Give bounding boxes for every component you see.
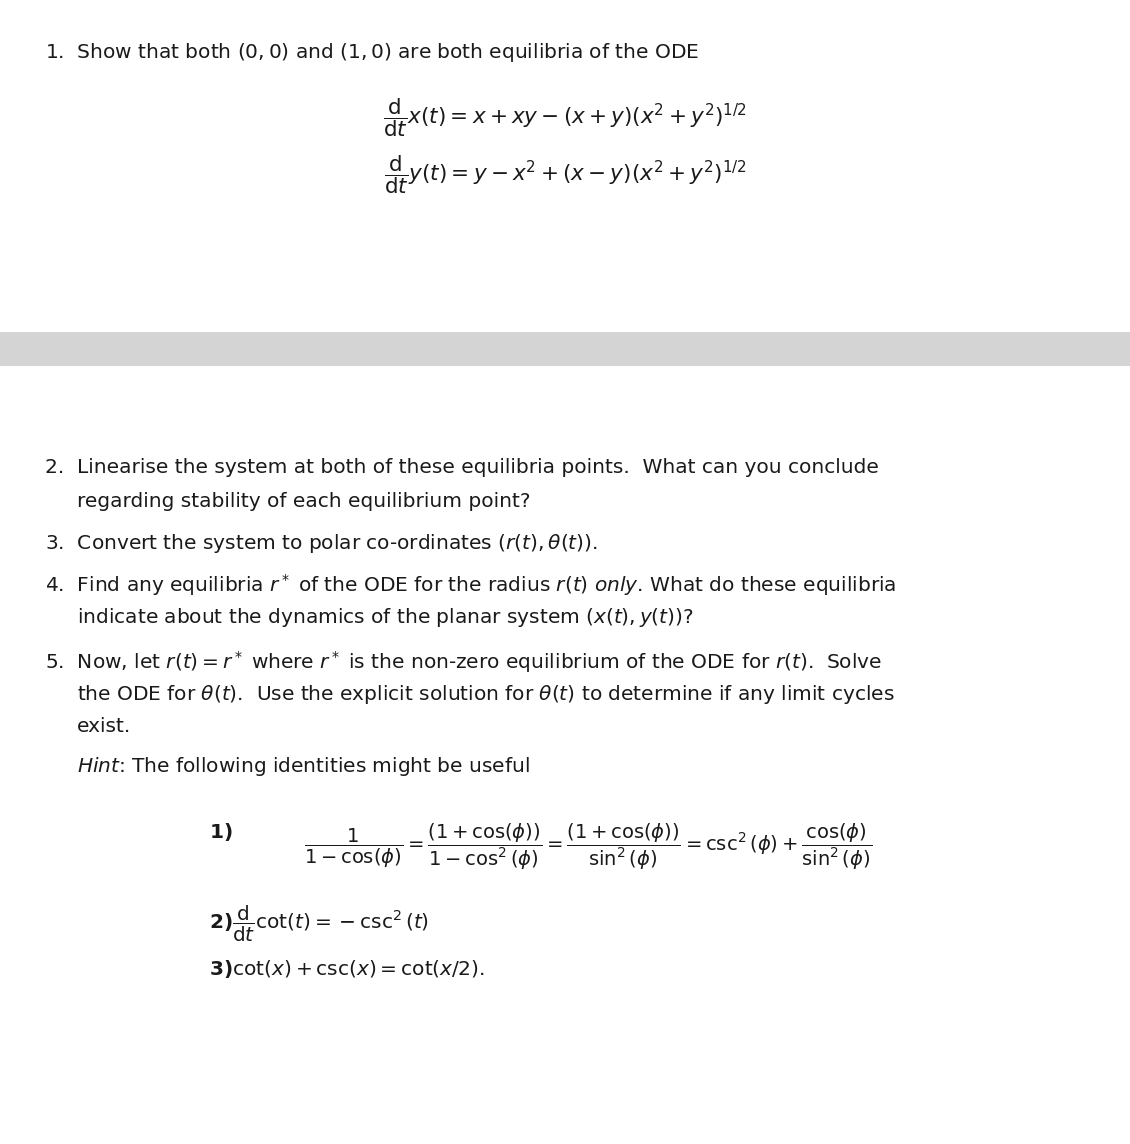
Text: the ODE for $\theta(t)$.  Use the explicit solution for $\theta(t)$ to determine: the ODE for $\theta(t)$. Use the explici… — [77, 683, 895, 706]
Text: $\dfrac{\mathrm{d}}{\mathrm{d}t}x(t) = x + xy - (x+y)(x^2+y^2)^{1/2}$: $\dfrac{\mathrm{d}}{\mathrm{d}t}x(t) = x… — [383, 96, 747, 138]
Text: $\dfrac{1}{1-\cos(\phi)} = \dfrac{(1+\cos(\phi))}{1-\cos^2(\phi)} = \dfrac{(1+\c: $\dfrac{1}{1-\cos(\phi)} = \dfrac{(1+\co… — [304, 821, 871, 872]
Text: regarding stability of each equilibrium point?: regarding stability of each equilibrium … — [77, 492, 530, 511]
Text: 3.  Convert the system to polar co-ordinates $(r(t), \theta(t))$.: 3. Convert the system to polar co-ordina… — [45, 532, 598, 555]
Text: 2.  Linearise the system at both of these equilibria points.  What can you concl: 2. Linearise the system at both of these… — [45, 458, 879, 477]
Text: 4.  Find any equilibria $r^*$ of the ODE for the radius $r(t)$ $\mathit{only}$. : 4. Find any equilibria $r^*$ of the ODE … — [45, 572, 897, 598]
Text: $\mathit{Hint}$: The following identities might be useful: $\mathit{Hint}$: The following identitie… — [77, 755, 530, 778]
FancyBboxPatch shape — [0, 332, 1130, 366]
Text: 1.  Show that both $(0,0)$ and $(1,0)$ are both equilibria of the ODE: 1. Show that both $(0,0)$ and $(1,0)$ ar… — [45, 41, 699, 64]
Text: 5.  Now, let $r(t) = r^*$ where $r^*$ is the non-zero equilibrium of the ODE for: 5. Now, let $r(t) = r^*$ where $r^*$ is … — [45, 649, 883, 675]
Text: $\mathbf{1)}$: $\mathbf{1)}$ — [209, 821, 233, 843]
Text: $\mathbf{3)}\cot(x)+\csc(x) = \cot(x/2).$: $\mathbf{3)}\cot(x)+\csc(x) = \cot(x/2).… — [209, 958, 485, 979]
Text: $\mathbf{2)}\dfrac{\mathrm{d}}{\mathrm{d}t}\cot(t) = -\csc^2(t)$: $\mathbf{2)}\dfrac{\mathrm{d}}{\mathrm{d… — [209, 904, 429, 944]
Text: exist.: exist. — [77, 717, 131, 737]
Text: $\dfrac{\mathrm{d}}{\mathrm{d}t}y(t) = y - x^2 + (x-y)(x^2+y^2)^{1/2}$: $\dfrac{\mathrm{d}}{\mathrm{d}t}y(t) = y… — [384, 153, 746, 196]
Text: indicate about the dynamics of the planar system $(x(t), y(t))$?: indicate about the dynamics of the plana… — [77, 606, 694, 629]
